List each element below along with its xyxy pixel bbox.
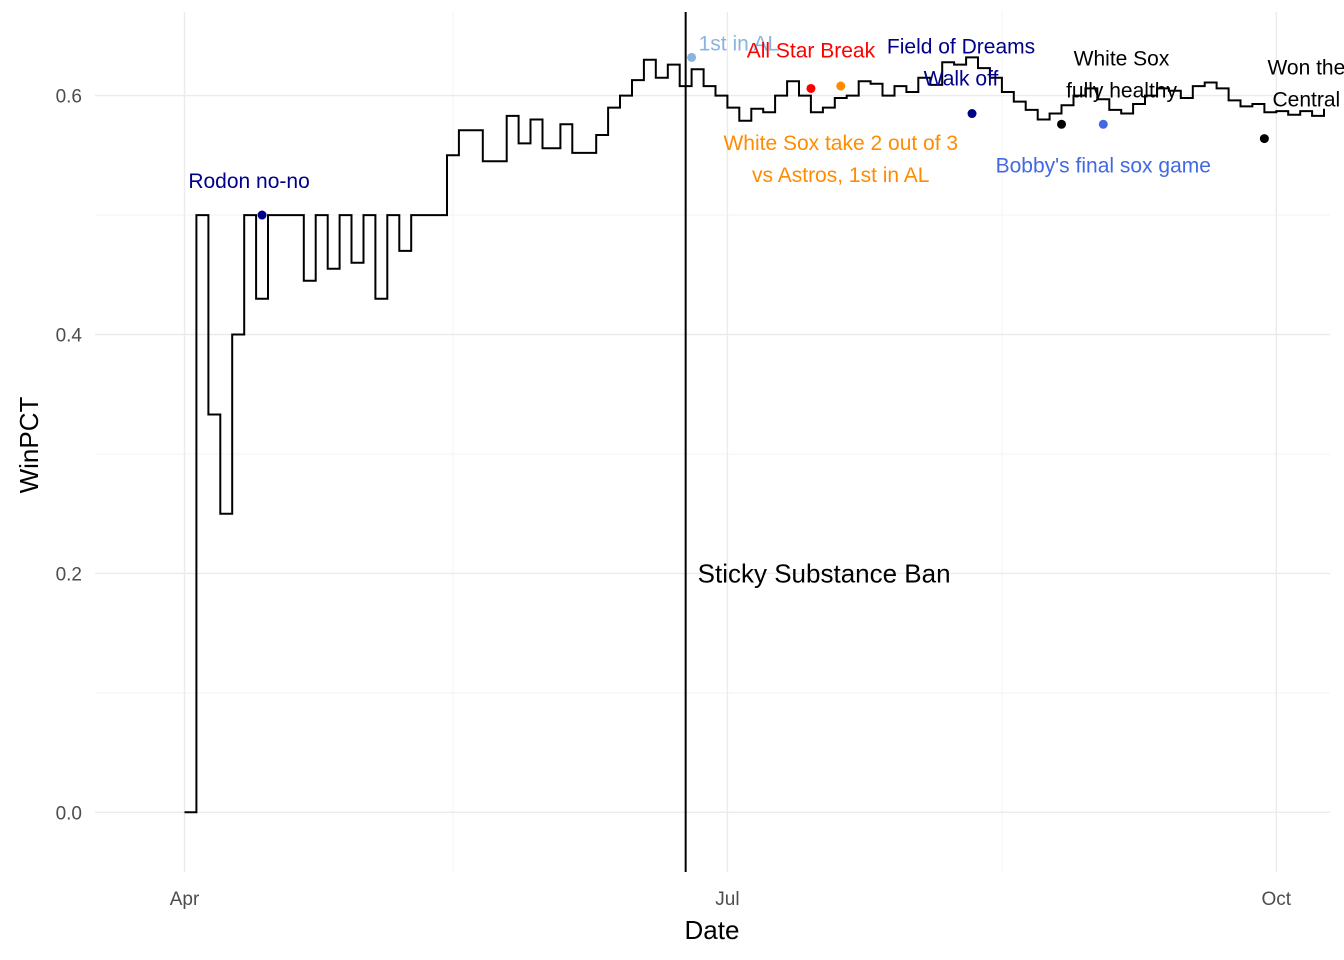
annotation-point bbox=[1098, 119, 1108, 129]
series-layer bbox=[184, 56, 1325, 814]
annotation-label-line: vs Astros, 1st in AL bbox=[752, 164, 929, 187]
minor-gridlines bbox=[95, 12, 1330, 872]
x-tick-label: Apr bbox=[170, 889, 200, 910]
annotation-label-line: Won the bbox=[1267, 57, 1344, 80]
annotation-label-line: White Sox take 2 out of 3 bbox=[723, 132, 958, 155]
y-tick-label: 0.4 bbox=[56, 326, 83, 347]
annotation-label: Won the Central bbox=[1267, 57, 1344, 112]
annotation-point bbox=[836, 81, 846, 91]
annotation-label: All Star Break bbox=[747, 39, 876, 62]
y-tick-label: 0.0 bbox=[56, 803, 82, 824]
annotation-label-line: Field of Dreams bbox=[887, 36, 1035, 59]
major-gridlines bbox=[95, 12, 1330, 872]
annotation-label: White Sox take 2 out of 3 vs Astros, 1st … bbox=[723, 132, 958, 187]
annotation-label: Rodon no-no bbox=[188, 170, 309, 193]
annotation-label-line: Bobby's final sox game bbox=[996, 154, 1211, 177]
annotation-label-line: Central bbox=[1273, 89, 1341, 112]
annotation-label-line: White Sox bbox=[1074, 47, 1170, 70]
annotation-point bbox=[806, 83, 816, 93]
annotation-label: 1st in AL bbox=[699, 32, 780, 55]
annotation-label-line: fully healthy bbox=[1066, 79, 1177, 102]
annotation-point bbox=[967, 109, 977, 119]
y-tick-label: 0.6 bbox=[56, 87, 82, 108]
annotation-label-line: All Star Break bbox=[747, 39, 876, 62]
annotation-label-line: 1st in AL bbox=[699, 32, 780, 55]
annotation-label: Field of Dreams Walk off bbox=[887, 36, 1035, 91]
x-axis-title: Date bbox=[685, 915, 740, 945]
annotation-label: Bobby's final sox game bbox=[996, 154, 1211, 177]
annotation-point bbox=[687, 52, 697, 62]
annotation-points bbox=[257, 52, 1269, 220]
annotation-label-line: Walk off bbox=[924, 68, 999, 91]
reference-lines: Sticky Substance Ban bbox=[684, 12, 951, 872]
vline-label: Sticky Substance Ban bbox=[698, 558, 951, 588]
annotation-label-line: Rodon no-no bbox=[188, 170, 309, 193]
annotation-point bbox=[1057, 119, 1067, 129]
annotation-label: White Sox fully healthy bbox=[1066, 47, 1177, 102]
annotation-point bbox=[257, 210, 267, 220]
annotation-point bbox=[1259, 134, 1269, 144]
winpct-step-line bbox=[184, 56, 1325, 814]
tick-labels: 0.0 0.2 0.4 0.6 Apr Jul Oct bbox=[56, 87, 1292, 910]
x-tick-label: Oct bbox=[1262, 889, 1292, 910]
y-axis-title: WinPCT bbox=[14, 396, 44, 493]
x-tick-label: Jul bbox=[715, 889, 739, 910]
y-tick-label: 0.2 bbox=[56, 564, 82, 585]
